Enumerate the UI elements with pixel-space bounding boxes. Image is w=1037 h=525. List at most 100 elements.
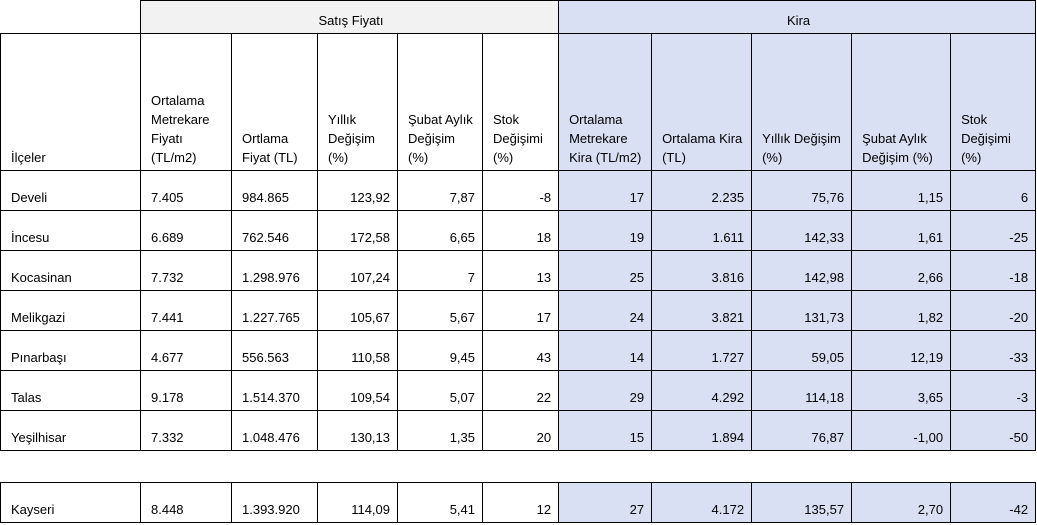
value-cell: 18 — [481, 210, 560, 251]
value-cell: -20 — [950, 290, 1037, 331]
value-cell: 110,58 — [317, 330, 398, 371]
value-cell: 1,61 — [851, 210, 952, 251]
value-cell: 142,33 — [751, 210, 853, 251]
district-cell: Kayseri — [0, 482, 141, 523]
value-cell: 59,05 — [751, 330, 853, 371]
value-cell: 762.546 — [231, 210, 318, 251]
value-cell: 9.178 — [140, 370, 232, 411]
value-cell: 27 — [558, 482, 653, 523]
value-cell: 20 — [481, 410, 560, 451]
value-cell: 7.441 — [140, 290, 232, 331]
value-cell: 17 — [481, 290, 560, 331]
value-cell: -3 — [950, 370, 1037, 411]
value-cell: 1.514.370 — [231, 370, 318, 411]
value-cell: 5,41 — [397, 482, 483, 523]
value-cell: 7,87 — [397, 170, 483, 211]
value-cell: -42 — [950, 482, 1037, 523]
value-cell: 12,19 — [851, 330, 952, 371]
value-cell: -33 — [950, 330, 1037, 371]
value-cell: 3.821 — [651, 290, 753, 331]
value-cell: 109,54 — [317, 370, 398, 411]
value-cell: 25 — [558, 250, 653, 291]
value-cell: -50 — [950, 410, 1037, 451]
data-row: Yeşilhisar 7.332 1.048.476 130,13 1,35 20 15 1.… — [0, 410, 1037, 451]
value-cell: 19 — [558, 210, 653, 251]
value-cell: 2,70 — [851, 482, 952, 523]
value-cell: 172,58 — [317, 210, 398, 251]
header-row: İlçeler Ortalama Metrekare Fiyatı (TL/m2)… — [0, 33, 1037, 171]
value-cell: 9,45 — [397, 330, 483, 371]
value-cell: 2.235 — [651, 170, 753, 211]
data-row: Develi 7.405 984.865 123,92 7,87 -8 17 2.235 75,… — [0, 170, 1037, 211]
column-header: Ortlama Fiyat (TL) — [231, 33, 318, 171]
value-cell: 984.865 — [231, 170, 318, 211]
value-cell: 15 — [558, 410, 653, 451]
value-cell: 1.727 — [651, 330, 753, 371]
value-cell: 3,65 — [851, 370, 952, 411]
column-header: Yıllık Değişim (%) — [317, 33, 398, 171]
value-cell: 6.689 — [140, 210, 232, 251]
district-cell: Pınarbaşı — [0, 330, 141, 371]
column-header: İlçeler — [0, 33, 141, 171]
value-cell: 105,67 — [317, 290, 398, 331]
value-cell: 142,98 — [751, 250, 853, 291]
value-cell: 4.172 — [651, 482, 753, 523]
data-row: Talas 9.178 1.514.370 109,54 5,07 22 29 4.292 11… — [0, 370, 1037, 411]
value-cell: 14 — [558, 330, 653, 371]
district-cell: İncesu — [0, 210, 141, 251]
data-row: Kocasinan 7.732 1.298.976 107,24 7 13 25 3.816 1… — [0, 250, 1037, 291]
group-header: Kira — [558, 0, 1037, 34]
value-cell: -25 — [950, 210, 1037, 251]
column-header: Ortalama Metrekare Fiyatı (TL/m2) — [140, 33, 232, 171]
value-cell: 5,07 — [397, 370, 483, 411]
value-cell: 1.894 — [651, 410, 753, 451]
group-row: Satış Fiyatı Kira — [0, 0, 1037, 34]
value-cell: 29 — [558, 370, 653, 411]
spacer-cell — [0, 450, 1036, 483]
column-header: Stok Değişimi (%) — [950, 33, 1037, 171]
district-cell: Melikgazi — [0, 290, 141, 331]
value-cell: 2,66 — [851, 250, 952, 291]
data-row: İncesu 6.689 762.546 172,58 6,65 18 19 1.611 142… — [0, 210, 1037, 251]
value-cell: 114,09 — [317, 482, 398, 523]
value-cell: 5,67 — [397, 290, 483, 331]
value-cell: 3.816 — [651, 250, 753, 291]
column-header: Ortalama Kira (TL) — [651, 33, 753, 171]
value-cell: 114,18 — [751, 370, 853, 411]
value-cell: 6,65 — [397, 210, 483, 251]
summary-row: Kayseri 8.448 1.393.920 114,09 5,41 12 27 4.172… — [0, 482, 1037, 523]
value-cell: 135,57 — [751, 482, 853, 523]
column-header: Yıllık Değişim (%) — [751, 33, 853, 171]
value-cell: 43 — [481, 330, 560, 371]
corner-cell — [0, 0, 141, 34]
value-cell: 1.048.476 — [231, 410, 318, 451]
value-cell: 7.405 — [140, 170, 232, 211]
column-header: Stok Değişimi (%) — [481, 33, 560, 171]
column-header: Ortalama Metrekare Kira (TL/m2) — [558, 33, 653, 171]
value-cell: -1,00 — [851, 410, 952, 451]
group-header: Satış Fiyatı — [139, 0, 560, 34]
value-cell: 8.448 — [140, 482, 232, 523]
value-cell: 1,15 — [851, 170, 952, 211]
value-cell: 556.563 — [231, 330, 318, 371]
value-cell: 131,73 — [751, 290, 853, 331]
value-cell: 22 — [481, 370, 560, 411]
value-cell: 4.677 — [140, 330, 232, 371]
data-row: Melikgazi 7.441 1.227.765 105,67 5,67 17 24 3.8… — [0, 290, 1037, 331]
value-cell: -8 — [481, 170, 560, 211]
value-cell: 1.611 — [651, 210, 753, 251]
value-cell: 1,82 — [851, 290, 952, 331]
value-cell: 7.332 — [140, 410, 232, 451]
value-cell: 7 — [397, 250, 483, 291]
value-cell: 1.298.976 — [231, 250, 318, 291]
district-cell: Yeşilhisar — [0, 410, 141, 451]
value-cell: 7.732 — [140, 250, 232, 291]
value-cell: 12 — [481, 482, 560, 523]
value-cell: 107,24 — [317, 250, 398, 291]
value-cell: 13 — [481, 250, 560, 291]
district-cell: Talas — [0, 370, 141, 411]
value-cell: 123,92 — [317, 170, 398, 211]
value-cell: 17 — [558, 170, 653, 211]
